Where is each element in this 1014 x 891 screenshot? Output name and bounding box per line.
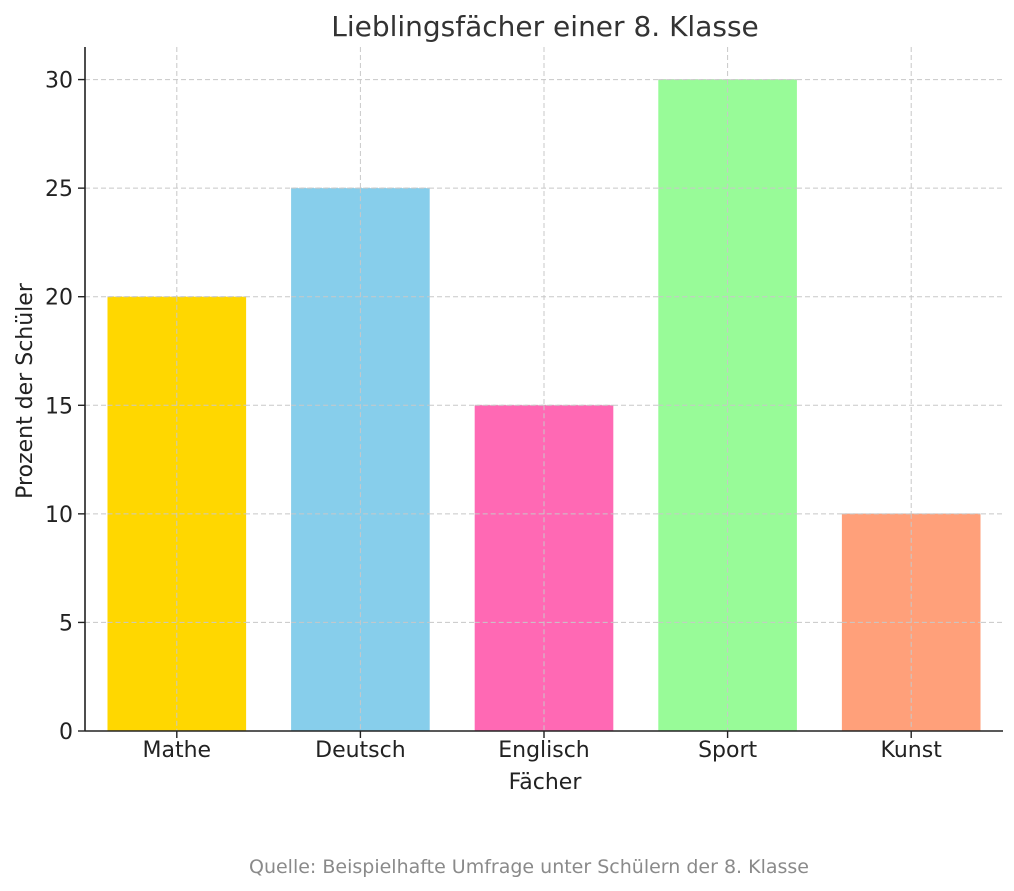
x-axis-label: Fächer [509,770,583,795]
y-tick-label-5: 5 [59,611,73,636]
y-axis-label: Prozent der Schüler [13,282,38,499]
x-tick-label-mathe: Mathe [143,738,212,763]
y-tick-label-10: 10 [45,503,73,528]
x-tick-label-englisch: Englisch [498,738,590,763]
y-axis-ticks: 0 5 10 15 20 25 30 [45,69,85,745]
x-tick-label-sport: Sport [698,738,757,763]
x-axis-ticks: Mathe Deutsch Englisch Sport Kunst [143,731,943,763]
x-tick-label-kunst: Kunst [881,738,943,763]
y-tick-label-20: 20 [45,286,73,311]
chart-title: Lieblingsfächer einer 8. Klasse [331,10,759,43]
y-tick-label-0: 0 [59,720,73,745]
y-tick-label-30: 30 [45,69,73,94]
x-tick-label-deutsch: Deutsch [315,738,406,763]
y-tick-label-25: 25 [45,177,73,202]
bars [107,79,981,732]
y-tick-label-15: 15 [45,394,73,419]
source-note: Quelle: Beispielhafte Umfrage unter Schü… [249,856,809,878]
